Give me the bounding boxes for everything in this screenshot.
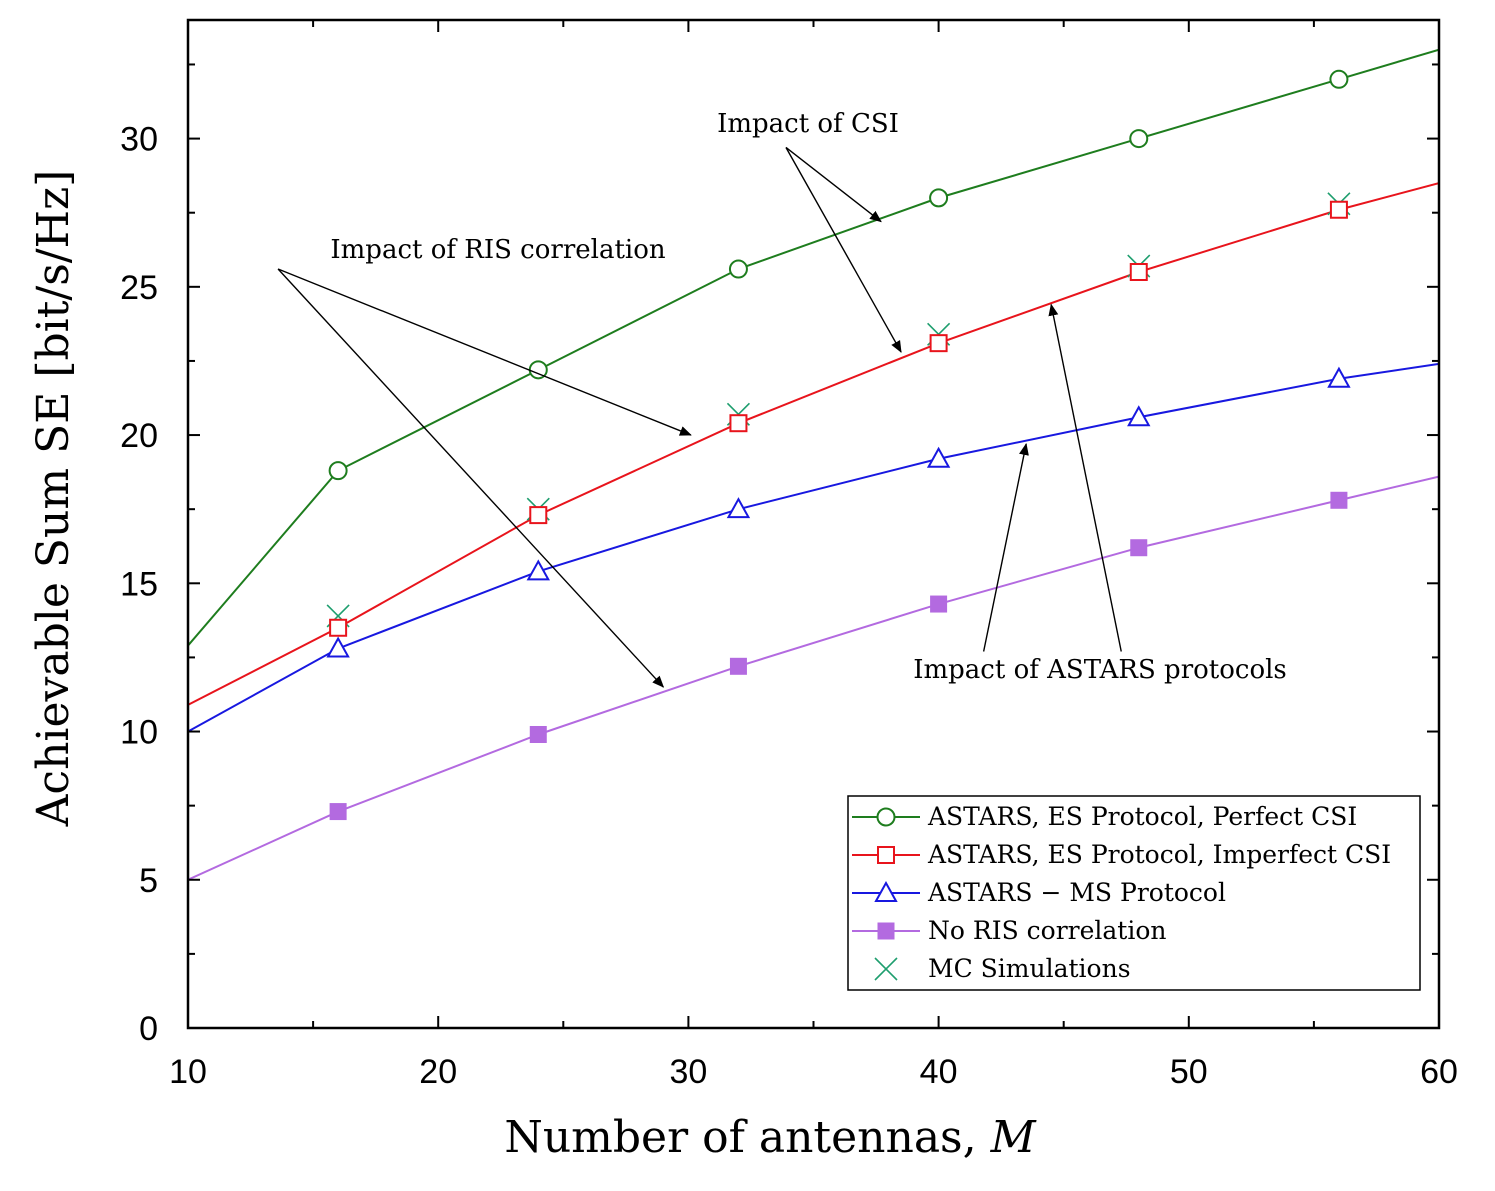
annotation-layer: Impact of CSI Impact of RIS correlation …: [277, 109, 1287, 688]
marker-layer: [326, 69, 1351, 821]
legend-box: [847, 795, 1421, 991]
legend-label-4: MC Simulations: [928, 954, 1131, 983]
data-point-s2-4: [1127, 405, 1151, 427]
data-point-s1-2: [729, 414, 748, 433]
data-point-s2-1: [526, 559, 550, 581]
y-tick-label-25: 25: [120, 269, 158, 307]
data-point-s2-3: [926, 446, 951, 468]
legend-marker-2: [874, 880, 898, 902]
legend-label-1: ASTARS, ES Protocol, Imperfect CSI: [927, 840, 1391, 869]
data-point-s3-3: [930, 595, 948, 613]
data-point-s3-2: [729, 657, 747, 675]
series-layer: [188, 48, 1439, 881]
x-tick-label-30: 30: [669, 1053, 707, 1091]
x-axis-title: Number of antennas, M: [504, 1112, 1036, 1163]
x-tick-label-50: 50: [1170, 1053, 1208, 1091]
data-point-s1-5: [1329, 200, 1348, 219]
legend-label-2: ASTARS − MS Protocol: [927, 878, 1226, 907]
annotation-arrow-2-0: [982, 442, 1029, 652]
data-point-s1-4: [1129, 263, 1148, 281]
series-line-3: [188, 475, 1439, 881]
annotation-arrow-2-1: [1048, 303, 1122, 652]
y-tick-label-20: 20: [120, 417, 158, 455]
series-line-1: [188, 182, 1439, 706]
legend-marker-4: [874, 957, 898, 981]
annotation-impact-of-csi: Impact of CSI: [717, 109, 899, 139]
y-axis-title: Achievable Sum SE [bit/s/Hz]: [28, 170, 79, 828]
annotation-arrow-1-1: [277, 268, 665, 688]
data-point-s0-0: [328, 461, 348, 481]
y-tick-label-10: 10: [120, 714, 158, 752]
x-tick-label-40: 40: [920, 1053, 958, 1091]
data-point-s2-2: [726, 497, 751, 519]
data-point-s1-0: [329, 618, 348, 637]
x-tick-label-10: 10: [169, 1053, 207, 1091]
legend-marker-0: [876, 807, 896, 827]
series-line-0: [188, 48, 1439, 647]
x-axis-title-text: Number of antennas,: [504, 1112, 990, 1163]
x-tick-label-60: 60: [1420, 1053, 1458, 1091]
axis-ticks: 10 20 30 40 50 60 0 5 10 15 20 25 30: [120, 20, 1458, 1091]
y-tick-label-0: 0: [139, 1010, 158, 1048]
data-point-s2-5: [1327, 366, 1351, 388]
legend-label-0: ASTARS, ES Protocol, Perfect CSI: [927, 802, 1357, 831]
data-point-s0-3: [929, 188, 949, 208]
x-axis-title-variable: M: [990, 1112, 1037, 1163]
data-point-s3-5: [1330, 491, 1348, 509]
legend-label-3: No RIS correlation: [928, 916, 1167, 945]
data-point-s0-5: [1329, 69, 1349, 89]
annotation-arrow-0-0: [785, 146, 882, 223]
y-tick-label-5: 5: [139, 862, 158, 900]
annotation-impact-of-astars-protocols: Impact of ASTARS protocols: [913, 655, 1287, 685]
legend-marker-1: [877, 846, 895, 864]
legend: ASTARS, ES Protocol, Perfect CSI ASTARS, …: [847, 795, 1421, 991]
data-point-s0-4: [1129, 129, 1149, 149]
data-point-s1-1: [529, 506, 548, 525]
y-tick-label-15: 15: [120, 565, 158, 603]
data-point-s1-3: [929, 334, 948, 353]
legend-marker-3: [877, 922, 895, 940]
data-point-s3-0: [329, 803, 347, 821]
data-point-s3-1: [529, 725, 547, 743]
x-tick-label-20: 20: [419, 1053, 457, 1091]
series-line-2: [188, 362, 1439, 733]
annotation-arrow-1-0: [277, 268, 692, 436]
data-point-s2-0: [326, 636, 350, 658]
annotation-impact-of-ris-correlation: Impact of RIS correlation: [330, 235, 666, 265]
y-tick-label-30: 30: [120, 121, 158, 159]
data-point-s3-4: [1130, 539, 1148, 557]
legend-items: ASTARS, ES Protocol, Perfect CSI ASTARS, …: [852, 802, 1391, 983]
annotation-arrow-0-1: [785, 147, 902, 353]
data-point-s0-2: [728, 259, 748, 279]
